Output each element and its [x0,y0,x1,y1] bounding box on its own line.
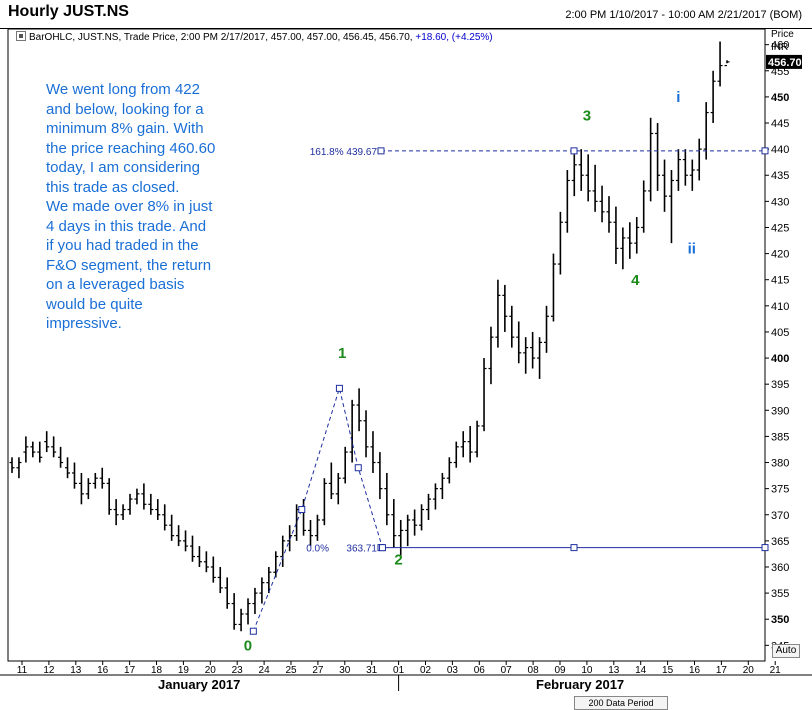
auto-scale-button[interactable]: Auto [772,644,800,658]
y-tick-label: 395 [771,379,789,391]
x-tick-label: 24 [259,665,271,676]
x-tick-label: 12 [43,665,55,676]
x-tick-label: 25 [285,665,297,676]
x-tick-label: 20 [743,665,755,676]
chart-title: Hourly JUST.NS [8,3,129,20]
fib-handle [570,147,578,155]
currency-label: INR [771,42,789,53]
y-tick-label: 440 [771,144,789,156]
x-tick-label: 03 [447,665,459,676]
legend-change: +18.60, (+4.25%) [415,32,493,43]
x-tick-label: 16 [97,665,109,676]
y-tick-label: 460 [771,40,789,52]
wave-path [252,386,383,632]
chart-header: Hourly JUST.NS 2:00 PM 1/10/2017 - 10:00… [0,0,812,28]
fib-handle [570,544,578,552]
x-tick-label: 09 [554,665,566,676]
series-legend: BarOHLC, JUST.NS, Trade Price, 2:00 PM 2… [16,31,493,43]
y-tick-label: 370 [771,510,789,522]
y-tick-label: 445 [771,118,789,130]
x-tick-label: 19 [178,665,190,676]
y-tick-label: 360 [771,562,789,574]
date-range: 2:00 PM 1/10/2017 - 10:00 AM 2/21/2017 (… [565,9,802,21]
y-tick-label: 355 [771,588,789,600]
y-tick-label: 430 [771,196,789,208]
last-price-label: 456.70 [768,57,802,69]
fib-label-161: 161.8% 439.67 [310,147,378,158]
x-tick-label: 14 [635,665,647,676]
x-tick-label: 13 [608,665,620,676]
wave-label-0: 0 [244,638,252,655]
x-tick-label: 30 [339,665,351,676]
x-tick-label: 02 [420,665,432,676]
wave-label-ii: ii [688,241,696,258]
x-tick-label: 16 [689,665,701,676]
x-tick-label: 15 [662,665,674,676]
last-price-box [766,54,802,69]
y-tick-label: 390 [771,405,789,417]
fib-label-base-price: 363.71 [346,544,377,555]
x-tick-label: 13 [70,665,82,676]
y-tick-label: 425 [771,222,789,234]
x-tick-label: 10 [581,665,593,676]
y-tick-label: 420 [771,249,789,261]
data-period-button[interactable]: 200 Data Period [574,696,668,710]
y-tick-label: 450 [771,92,789,104]
wave-label-i: i [676,89,680,106]
fib-handle [377,147,385,155]
month-label-february: February 2017 [536,677,625,692]
wave-label-2: 2 [394,551,402,568]
wave-path-handle [354,464,362,472]
wave-path-handle [298,506,306,514]
legend-marker-icon [16,31,26,41]
y-tick-label: 365 [771,536,789,548]
y-tick-label: 435 [771,170,789,182]
price-axis-label: Price [771,29,794,40]
wave-path-handle [249,627,257,635]
y-tick-label: 410 [771,301,789,313]
x-tick-label: 18 [151,665,163,676]
x-tick-label: 27 [312,665,324,676]
y-tick-label: 385 [771,431,789,443]
wave-path-handle [335,384,343,392]
x-tick-label: 01 [393,665,405,676]
wave-label-3: 3 [583,107,591,124]
price-axis-header: Price INR [771,28,794,54]
x-tick-label: 23 [232,665,244,676]
wave-label-4: 4 [631,272,640,289]
y-tick-label: 415 [771,275,789,287]
wave-label-1: 1 [338,345,346,362]
x-tick-label: 06 [474,665,486,676]
x-tick-label: 07 [501,665,513,676]
fib-handle [761,544,769,552]
fib-handle [761,147,769,155]
plot-frame [7,28,766,662]
y-tick-label: 375 [771,484,789,496]
x-tick-label: 08 [528,665,540,676]
x-tick-label: 11 [17,665,28,676]
y-tick-label: 400 [771,353,789,365]
legend-text: BarOHLC, JUST.NS, Trade Price, 2:00 PM 2… [29,32,413,43]
fib-label-0: 0.0% [306,544,329,555]
x-tick-label: 21 [770,665,782,676]
y-tick-label: 350 [771,614,789,626]
month-label-january: January 2017 [158,677,241,692]
y-tick-label: 380 [771,458,789,470]
x-tick-label: 17 [716,665,728,676]
x-tick-label: 17 [124,665,136,676]
annotation-note: We went long from 422 and below, looking… [46,81,216,332]
y-tick-label: 405 [771,327,789,339]
x-tick-label: 31 [366,665,378,676]
x-tick-label: 20 [205,665,217,676]
wave-path-handle [378,544,386,552]
